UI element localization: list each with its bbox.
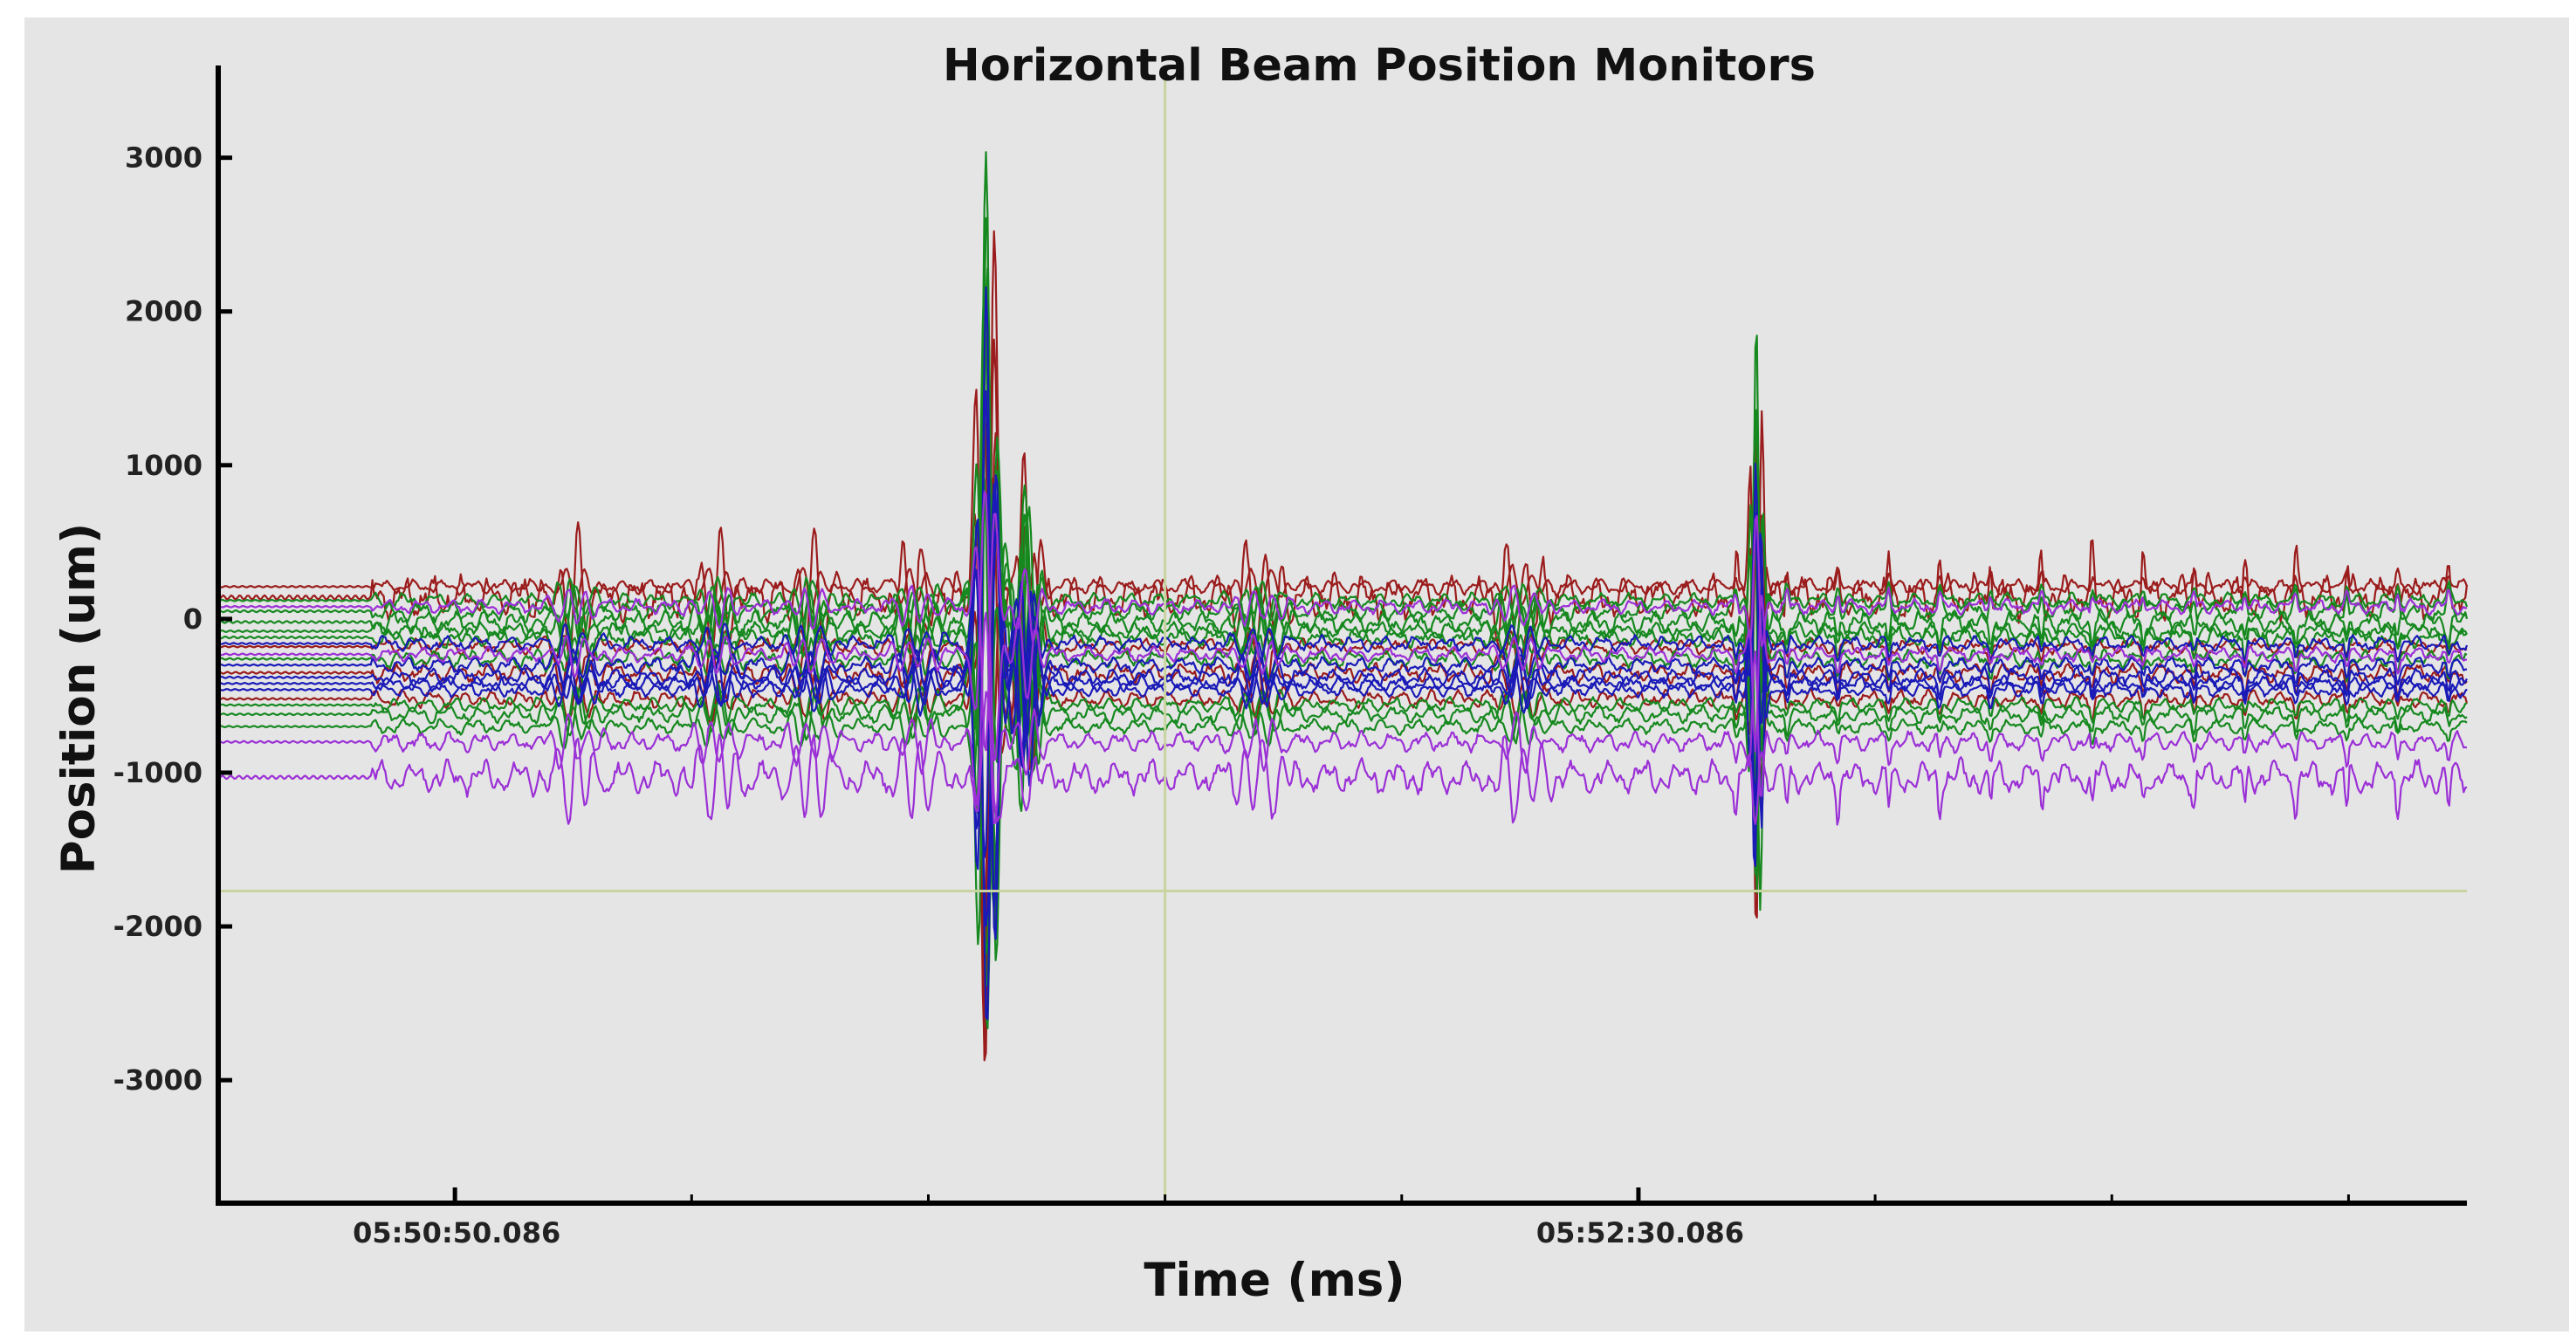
y-axis-title: Position (um) bbox=[52, 523, 106, 874]
series-line bbox=[217, 389, 2468, 908]
series-line bbox=[217, 513, 2468, 752]
series-line bbox=[217, 606, 2468, 955]
series-line bbox=[217, 477, 2468, 911]
x-tick-label: 05:52:30.086 bbox=[1536, 1216, 1744, 1249]
series-line bbox=[217, 429, 2468, 1029]
x-axis-title: Time (ms) bbox=[1144, 1254, 1405, 1307]
series-line bbox=[217, 297, 2469, 764]
series-line bbox=[217, 464, 2468, 987]
series-line bbox=[218, 611, 2468, 825]
y-tick-label: -2000 bbox=[113, 910, 203, 943]
y-tick-label: 1000 bbox=[125, 449, 203, 482]
series-line bbox=[217, 490, 2468, 762]
series-line bbox=[217, 474, 2468, 1021]
series-line bbox=[217, 436, 2468, 1029]
series-line bbox=[217, 691, 2468, 826]
series-line bbox=[217, 483, 2469, 859]
cursor-layer bbox=[218, 65, 2467, 1203]
chart-title: Horizontal Beam Position Monitors bbox=[943, 40, 1816, 92]
x-tick-label: 05:50:50.086 bbox=[353, 1216, 560, 1249]
y-tick-label: -1000 bbox=[113, 756, 203, 789]
series-line bbox=[217, 151, 2468, 915]
series-layer bbox=[217, 151, 2469, 1062]
series-line bbox=[217, 524, 2468, 927]
y-tick-label: 0 bbox=[183, 602, 203, 636]
y-tick-label: -3000 bbox=[113, 1063, 203, 1097]
axes-layer: 3000 2000 1000 0 -1000 -2000 -3000 05:50:50.086… bbox=[113, 65, 2467, 1249]
y-tick-label: 3000 bbox=[125, 141, 203, 175]
y-tick-label: 2000 bbox=[125, 295, 203, 328]
